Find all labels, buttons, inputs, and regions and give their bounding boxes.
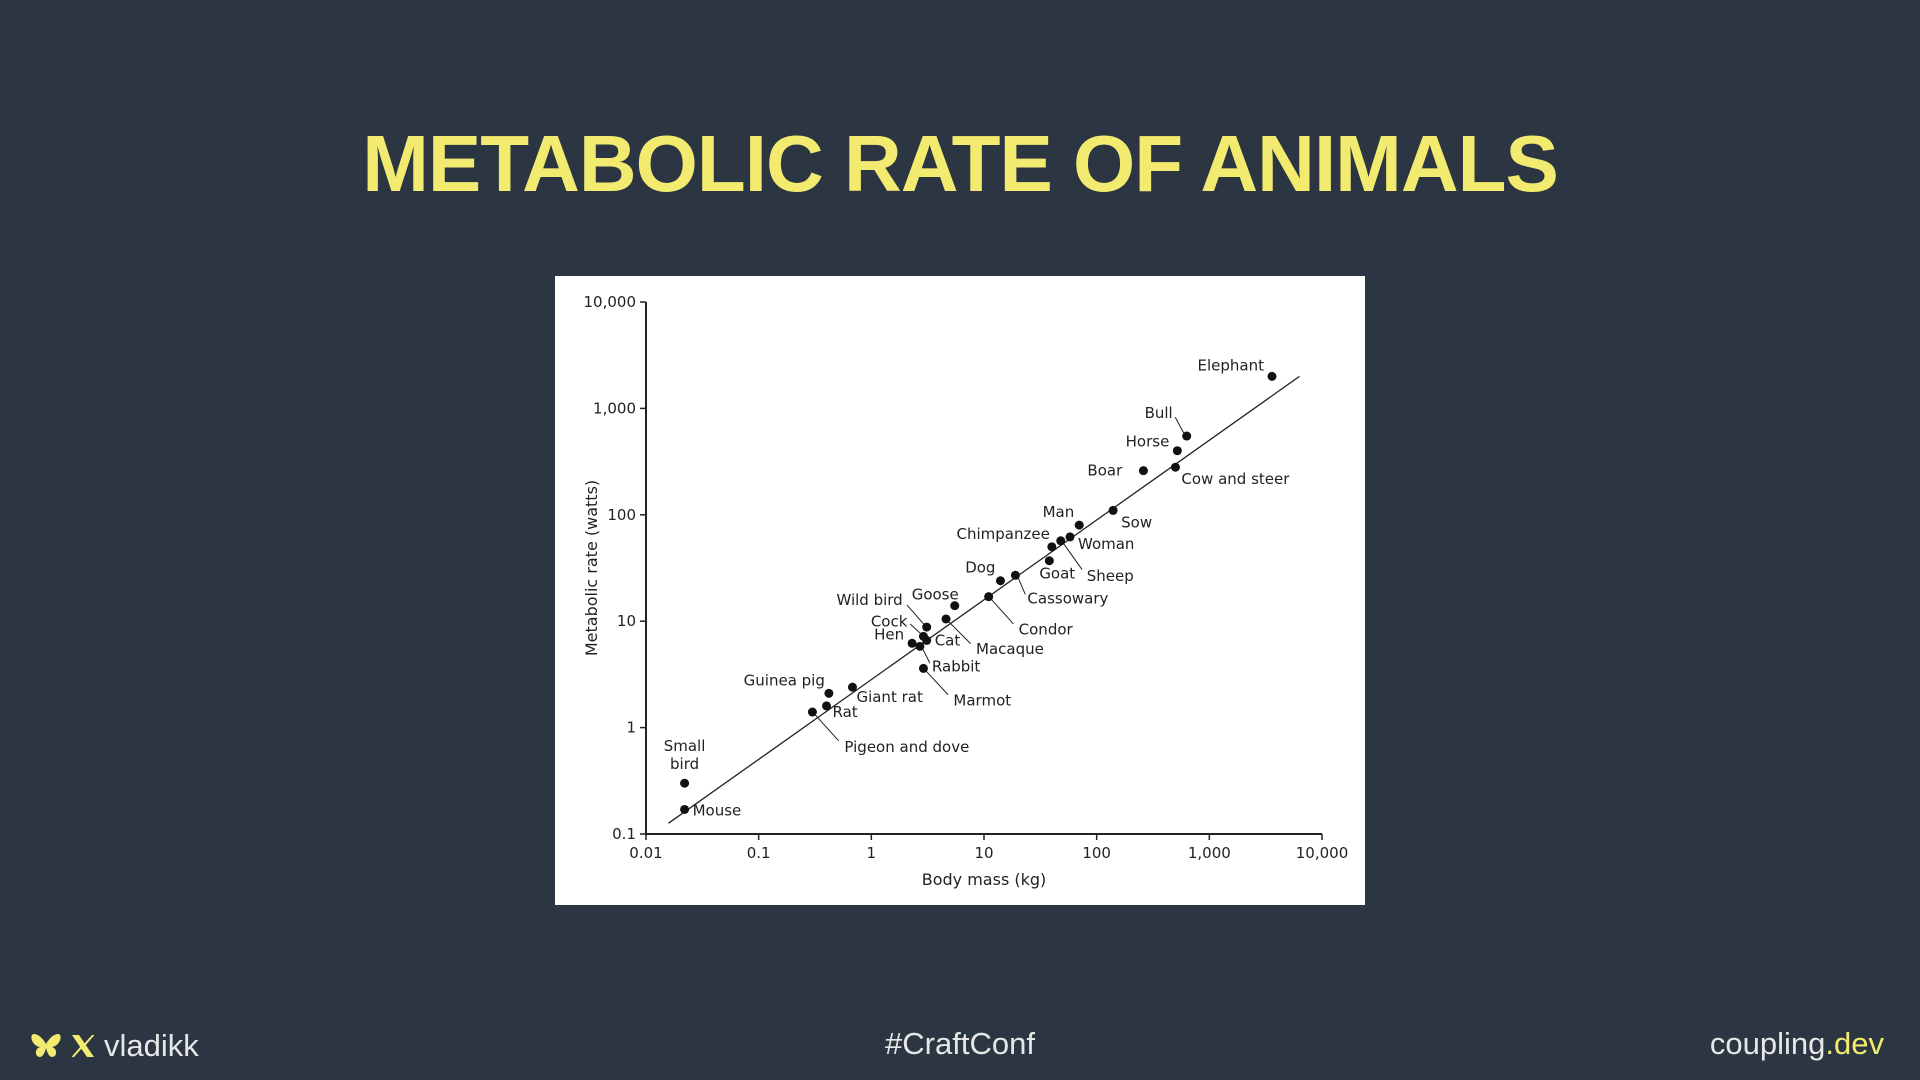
data-point-mouse — [680, 804, 690, 814]
data-point-woman — [1065, 532, 1075, 542]
point-label-boar: Boar — [1087, 462, 1123, 480]
point-label-macaque: Macaque — [976, 640, 1044, 658]
point-label-pigeon-and-dove: Pigeon and dove — [844, 738, 969, 756]
leader-line-condor — [991, 599, 1014, 625]
y-tick-label: 10,000 — [584, 293, 637, 311]
data-point-cow-and-steer — [1170, 462, 1180, 472]
x-tick-label: 10 — [974, 844, 993, 862]
data-point-hen — [907, 638, 917, 648]
data-point-cat — [922, 635, 932, 645]
data-point-man — [1074, 520, 1084, 530]
point-label-man: Man — [1043, 503, 1075, 521]
leader-line-macaque — [948, 621, 971, 644]
point-label-marmot: Marmot — [953, 691, 1011, 709]
x-tick-label: 0.01 — [629, 844, 662, 862]
leader-line-bull — [1174, 417, 1185, 434]
data-point-wild-bird — [922, 622, 932, 632]
point-label-guinea-pig: Guinea pig — [744, 671, 825, 689]
x-tick-label: 1 — [867, 844, 877, 862]
point-label-bull: Bull — [1145, 404, 1173, 422]
leader-line-cassowary — [1017, 578, 1026, 595]
y-tick-label: 10 — [617, 612, 636, 630]
point-label-wild-bird: Wild bird — [836, 591, 902, 609]
data-point-rat — [821, 701, 831, 711]
point-label-woman: Woman — [1078, 535, 1134, 553]
data-point-dog — [995, 576, 1005, 586]
leader-line-wild-bird — [906, 604, 925, 625]
point-label-horse: Horse — [1126, 433, 1170, 451]
point-label-small-bird: Small bird — [664, 737, 706, 773]
data-point-macaque — [941, 614, 951, 624]
point-label-goat: Goat — [1039, 565, 1075, 583]
footer-author: vladikk — [30, 1026, 199, 1066]
point-label-cassowary: Cassowary — [1027, 589, 1108, 607]
data-point-bull — [1182, 431, 1192, 441]
data-point-condor — [984, 592, 994, 602]
data-point-small-bird — [680, 778, 690, 788]
chart-fit-line — [668, 375, 1300, 824]
point-label-goose: Goose — [912, 586, 959, 604]
y-axis-title: Metabolic rate (watts) — [582, 480, 601, 656]
y-tick-label: 1 — [626, 719, 636, 737]
site-tld: .dev — [1825, 1026, 1884, 1061]
data-point-giant-rat — [847, 682, 857, 692]
data-point-marmot — [918, 663, 928, 673]
slide-title: METABOLIC RATE OF ANIMALS — [362, 119, 1559, 208]
x-tick-label: 10,000 — [1296, 844, 1349, 862]
chart-canvas: 0.01 0.1 1 10 100 1,000 10,0000.11101001,00010… — [582, 293, 1348, 889]
y-tick-label: 1,000 — [593, 399, 636, 417]
point-label-rat: Rat — [832, 703, 857, 721]
point-label-sheep: Sheep — [1087, 567, 1134, 585]
x-tick-label: 0.1 — [747, 844, 771, 862]
data-point-goat — [1044, 556, 1054, 566]
data-point-horse — [1172, 446, 1182, 456]
data-point-chimpanzee — [1047, 542, 1057, 552]
metabolic-rate-chart: 0.01 0.1 1 10 100 1,000 10,000 0.1 1 10 100 1,000 10… — [555, 276, 1365, 905]
site-link[interactable]: coupling.dev — [1710, 1026, 1884, 1062]
leader-line-marmot — [926, 671, 949, 696]
leader-line-pigeon-and-dove — [815, 714, 840, 742]
point-label-rabbit: Rabbit — [932, 657, 980, 675]
point-label-dog: Dog — [965, 559, 995, 577]
point-label-hen: Hen — [874, 625, 904, 643]
chart-points — [680, 371, 1277, 814]
butterfly-icon[interactable] — [30, 1032, 62, 1060]
point-label-sow: Sow — [1121, 513, 1152, 531]
data-point-sheep — [1056, 536, 1066, 546]
chart-leader-lines — [815, 417, 1185, 742]
data-point-boar — [1138, 466, 1148, 476]
point-label-mouse: Mouse — [693, 801, 742, 819]
chart-fit-line-group — [668, 375, 1300, 824]
leader-line-sheep — [1063, 543, 1083, 570]
leader-line-rabbit — [922, 649, 931, 664]
point-label-elephant: Elephant — [1198, 356, 1265, 374]
y-tick-label: 0.1 — [612, 825, 636, 843]
x-tick-label: 100 — [1082, 844, 1111, 862]
data-point-elephant — [1267, 371, 1277, 381]
site-name: coupling — [1709, 1026, 1826, 1061]
data-point-goose — [950, 601, 960, 611]
x-axis-title: Body mass (kg) — [922, 870, 1047, 889]
point-label-cow-and-steer: Cow and steer — [1181, 470, 1290, 488]
point-label-cock: Cock — [871, 612, 908, 630]
data-point-pigeon-and-dove — [807, 707, 817, 717]
point-label-condor: Condor — [1019, 621, 1074, 639]
data-point-sow — [1108, 505, 1118, 515]
author-handle[interactable]: vladikk — [104, 1028, 199, 1063]
data-point-rabbit — [915, 641, 925, 651]
chart-axes: 0.01 0.1 1 10 100 1,000 10,0000.11101001,00010… — [582, 293, 1348, 889]
point-label-cat: Cat — [935, 631, 961, 649]
data-point-cassowary — [1010, 570, 1020, 580]
x-tick-label: 1,000 — [1188, 844, 1231, 862]
data-point-guinea-pig — [824, 688, 834, 698]
y-tick-label: 100 — [607, 506, 636, 524]
point-label-chimpanzee: Chimpanzee — [957, 525, 1050, 543]
conference-hashtag: #CraftConf — [885, 1026, 1035, 1061]
x-logo-icon[interactable] — [70, 1033, 96, 1059]
leader-line-cock — [909, 623, 921, 634]
point-label-giant-rat: Giant rat — [856, 688, 922, 706]
